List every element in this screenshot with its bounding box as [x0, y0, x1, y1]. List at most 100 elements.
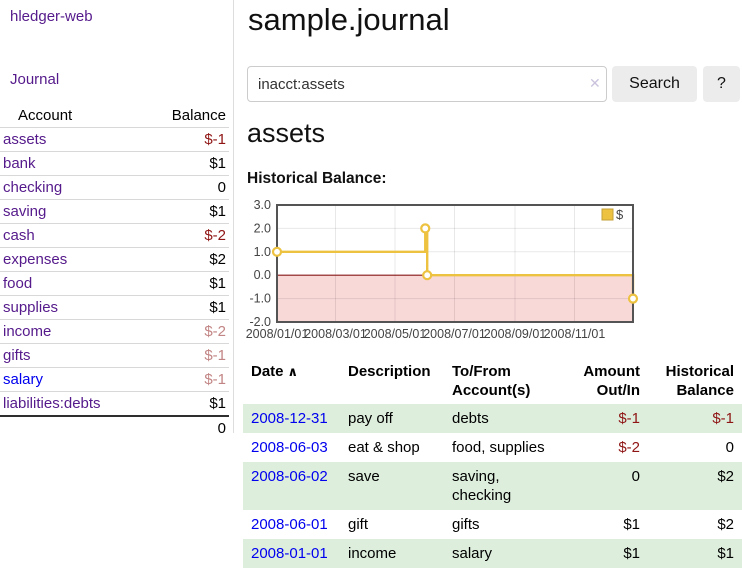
transaction-balance: $1: [717, 545, 734, 562]
accounts-header-account: Account: [18, 107, 73, 124]
account-row: liabilities:debts $1: [0, 391, 229, 417]
account-link-cash[interactable]: cash: [3, 227, 35, 244]
account-link-supplies[interactable]: supplies: [3, 299, 59, 316]
transaction-amount: $-2: [618, 439, 640, 456]
account-balance: $-1: [204, 131, 226, 148]
transaction-row[interactable]: 2008-12-31 pay off debts $-1 $-1: [243, 404, 742, 433]
account-balance: $2: [209, 251, 226, 268]
account-link-gifts[interactable]: gifts: [3, 347, 31, 364]
transactions-table: Date ∧ Description To/From Account(s) Amo…: [243, 358, 742, 568]
accounts-header-row: Account Balance: [0, 104, 229, 128]
y-axis-tick-label: -2.0: [249, 315, 271, 329]
account-row: supplies $1: [0, 295, 229, 320]
account-link-assets[interactable]: assets: [3, 131, 47, 148]
transaction-tofrom: debts: [452, 410, 489, 427]
transaction-balance: 0: [725, 439, 734, 456]
transaction-tofrom: saving, checking: [452, 468, 512, 504]
negative-region: [277, 275, 633, 322]
sort-ascending-icon: ∧: [287, 364, 299, 379]
account-link-salary[interactable]: salary: [3, 371, 44, 388]
account-balance: $-2: [204, 227, 226, 244]
header-amount: Amount Out/In: [583, 363, 640, 399]
transaction-date-link[interactable]: 2008-12-31: [251, 410, 328, 427]
transaction-row[interactable]: 2008-01-01 income salary $1 $1: [243, 539, 742, 568]
account-row: bank $1: [0, 151, 229, 176]
account-link-food[interactable]: food: [3, 275, 33, 292]
historical-balance-chart: $3.0 2.0 1.0 0.0 -1.0 -2.0 2008/01/01 2008/03/0…: [246, 196, 742, 346]
x-axis-tick-label: 2008/05/01: [364, 327, 427, 341]
y-axis-tick-label: 1.0: [254, 245, 271, 259]
account-balance: $-2: [204, 323, 226, 340]
account-balance: $-1: [204, 371, 226, 388]
sidebar-item-journal[interactable]: Journal: [10, 71, 60, 88]
header-date[interactable]: Date ∧: [243, 358, 340, 404]
plot-border: [276, 204, 634, 323]
account-balance: $1: [209, 395, 226, 412]
transaction-tofrom: salary: [452, 545, 493, 562]
transaction-amount: $1: [623, 545, 640, 562]
data-point-marker: [420, 223, 431, 234]
transaction-tofrom: gifts: [452, 516, 480, 533]
brand-link[interactable]: hledger-web: [10, 8, 93, 25]
search-button[interactable]: Search: [612, 66, 697, 102]
header-description: Description: [348, 363, 431, 380]
y-axis-tick-label: -1.0: [249, 292, 271, 306]
account-balance: $1: [209, 299, 226, 316]
legend-label: $: [616, 207, 624, 222]
account-row: salary $-1: [0, 367, 229, 392]
account-balance: $1: [209, 203, 226, 220]
account-link-saving[interactable]: saving: [3, 203, 47, 220]
account-row: cash $-2: [0, 223, 229, 248]
transaction-date-link[interactable]: 2008-01-01: [251, 545, 328, 562]
account-balance: $1: [209, 275, 226, 292]
x-axis-tick-label: 2008/09/01: [484, 327, 547, 341]
account-row: saving $1: [0, 199, 229, 224]
transaction-description: pay off: [348, 410, 393, 427]
account-link-expenses[interactable]: expenses: [3, 251, 68, 268]
transaction-date-link[interactable]: 2008-06-01: [251, 516, 328, 533]
account-row: food $1: [0, 271, 229, 296]
account-link-liabilities-debts[interactable]: liabilities:debts: [3, 395, 101, 412]
main-content: sample.journal ✕ Search ? assets Histori…: [243, 0, 742, 582]
account-link-checking[interactable]: checking: [3, 179, 63, 196]
transaction-description: save: [348, 468, 380, 485]
transaction-row[interactable]: 2008-06-02 save saving, checking 0 $2: [243, 462, 742, 510]
transaction-row[interactable]: 2008-06-03 eat & shop food, supplies $-2…: [243, 433, 742, 462]
y-axis-tick-label: 2.0: [254, 221, 271, 235]
search-input[interactable]: [247, 66, 607, 102]
transaction-date-link[interactable]: 2008-06-02: [251, 468, 328, 485]
transaction-amount: 0: [631, 468, 640, 485]
transaction-amount: $1: [623, 516, 640, 533]
transaction-description: income: [348, 545, 397, 562]
transaction-balance: $2: [717, 468, 734, 485]
legend-swatch: [601, 208, 614, 221]
data-point-marker: [627, 293, 639, 304]
header-balance: Historical Balance: [665, 363, 734, 399]
clear-search-icon[interactable]: ✕: [589, 75, 601, 91]
header-date-label: Date: [251, 363, 284, 380]
transactions-header-row: Date ∧ Description To/From Account(s) Amo…: [243, 358, 742, 404]
account-row: expenses $2: [0, 247, 229, 272]
x-axis-tick-label: 2008/07/01: [423, 327, 486, 341]
account-row: income $-2: [0, 319, 229, 344]
transaction-balance: $2: [717, 516, 734, 533]
transaction-date-link[interactable]: 2008-06-03: [251, 439, 328, 456]
transaction-row[interactable]: 2008-06-01 gift gifts $1 $2: [243, 510, 742, 539]
account-heading: assets: [247, 118, 326, 148]
account-link-bank[interactable]: bank: [3, 155, 36, 172]
accounts-total-row: 0: [0, 416, 229, 440]
account-link-income[interactable]: income: [3, 323, 52, 340]
x-axis-tick-label: 2008/03/01: [304, 327, 367, 341]
x-axis-tick-label: 2008/11/01: [544, 327, 606, 341]
header-tofrom: To/From Account(s): [452, 363, 531, 399]
chart-svg: $3.0 2.0 1.0 0.0 -1.0 -2.02008/01/012008/03/0…: [246, 198, 639, 341]
account-balance: 0: [217, 179, 226, 196]
account-balance: $-1: [204, 347, 226, 364]
x-axis-tick-label: 2008/01/01: [246, 327, 308, 341]
account-row: checking 0: [0, 175, 229, 200]
help-button[interactable]: ?: [703, 66, 740, 102]
account-row: gifts $-1: [0, 343, 229, 368]
accounts-total-balance: 0: [217, 420, 226, 437]
data-point-marker: [422, 270, 433, 281]
y-axis-tick-label: 3.0: [254, 198, 271, 212]
